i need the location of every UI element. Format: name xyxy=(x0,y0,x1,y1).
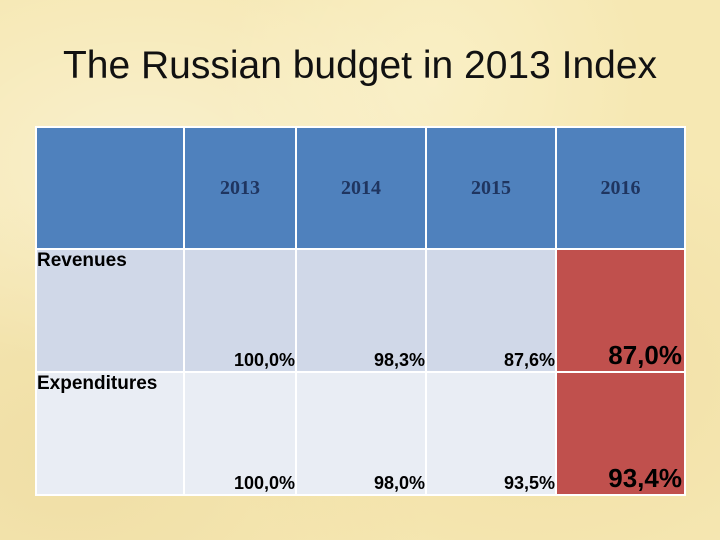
table-row-revenues: Revenues 100,0% 98,3% 87,6% 87,0% xyxy=(35,248,686,373)
expenditures-2014-cell: 98,0% xyxy=(295,371,427,496)
expenditures-2013-cell: 100,0% xyxy=(183,371,297,496)
revenues-2016-cell-highlighted: 87,0% xyxy=(555,248,686,373)
row-label-revenues: Revenues xyxy=(35,248,185,373)
expenditures-2016-cell-highlighted: 93,4% xyxy=(555,371,686,496)
row-label-expenditures: Expenditures xyxy=(35,371,185,496)
revenues-2014-cell: 98,3% xyxy=(295,248,427,373)
revenues-2015-cell: 87,6% xyxy=(425,248,557,373)
table-row-expenditures: Expenditures 100,0% 98,0% 93,5% 93,4% xyxy=(35,371,686,496)
slide-title: The Russian budget in 2013 Index xyxy=(62,44,658,87)
header-corner-cell xyxy=(35,126,185,250)
header-year-2016: 2016 xyxy=(555,126,686,250)
header-year-2014: 2014 xyxy=(295,126,427,250)
header-year-2015: 2015 xyxy=(425,126,557,250)
table-header-row: 2013 2014 2015 2016 xyxy=(35,126,686,250)
revenues-2013-cell: 100,0% xyxy=(183,248,297,373)
expenditures-2015-cell: 93,5% xyxy=(425,371,557,496)
header-year-2013: 2013 xyxy=(183,126,297,250)
budget-index-table: 2013 2014 2015 2016 Revenues 100,0% 98,3… xyxy=(35,126,686,496)
